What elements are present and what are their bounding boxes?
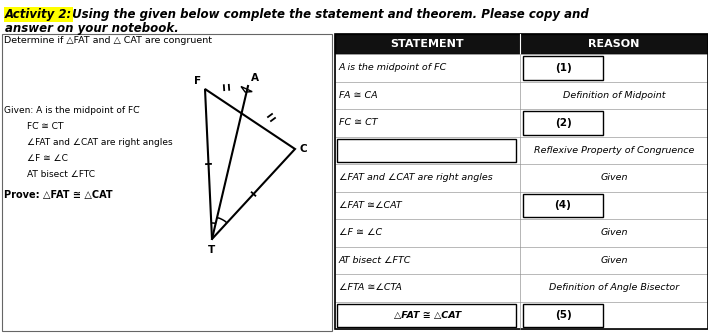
Bar <box>335 54 708 81</box>
Text: Reflexive Property of Congruence: Reflexive Property of Congruence <box>534 146 694 155</box>
Bar <box>335 34 708 54</box>
Text: (2): (2) <box>554 118 571 128</box>
Text: Activity 2:: Activity 2: <box>5 8 72 21</box>
Text: AT bisect ∠FTC: AT bisect ∠FTC <box>339 256 411 265</box>
Text: ∠F ≅ ∠C: ∠F ≅ ∠C <box>4 154 68 163</box>
Text: FA ≅ CA: FA ≅ CA <box>339 91 377 100</box>
Text: F: F <box>194 76 201 86</box>
Text: Definition of Angle Bisector: Definition of Angle Bisector <box>549 283 679 292</box>
Bar <box>335 109 708 137</box>
Bar <box>335 246 708 274</box>
Text: Definition of Midpoint: Definition of Midpoint <box>563 91 666 100</box>
Text: AT̅ bisect ∠FTC: AT̅ bisect ∠FTC <box>4 170 95 179</box>
Bar <box>523 304 603 327</box>
Text: (4): (4) <box>554 200 571 210</box>
Text: Using the given below complete the statement and theorem. Please copy and: Using the given below complete the state… <box>68 8 589 21</box>
Text: Given: Given <box>600 256 628 265</box>
Text: Prove: △FAT ≅ △CAT: Prove: △FAT ≅ △CAT <box>4 190 113 200</box>
Text: △FAT ≅ △CAT: △FAT ≅ △CAT <box>394 311 461 320</box>
Bar <box>523 56 603 79</box>
Text: ∠F ≅ ∠C: ∠F ≅ ∠C <box>339 228 382 237</box>
Text: Given: A is the midpoint of FC̅: Given: A is the midpoint of FC̅ <box>4 106 139 115</box>
Text: FC̅ ≅ CT̅: FC̅ ≅ CT̅ <box>4 122 63 131</box>
Text: ∠FAT ≅∠CAT: ∠FAT ≅∠CAT <box>339 201 401 210</box>
Text: C: C <box>299 144 307 154</box>
Bar <box>523 193 603 217</box>
Bar <box>335 302 708 329</box>
Text: (1): (1) <box>554 63 571 73</box>
Text: FC ≅ CT: FC ≅ CT <box>339 118 377 127</box>
Bar <box>335 164 708 191</box>
Bar <box>523 111 603 135</box>
Text: ∠FTA ≅∠CTA: ∠FTA ≅∠CTA <box>339 283 402 292</box>
Text: STATEMENT: STATEMENT <box>391 39 464 49</box>
Text: Given: Given <box>600 173 628 182</box>
Bar <box>2 34 332 331</box>
Text: A is the midpoint of FC: A is the midpoint of FC <box>339 63 447 72</box>
Bar <box>335 191 708 219</box>
Text: (5): (5) <box>554 310 571 320</box>
Bar <box>335 137 708 164</box>
Text: REASON: REASON <box>588 39 640 49</box>
Text: A: A <box>251 73 259 83</box>
Text: Given: Given <box>600 228 628 237</box>
Bar <box>337 304 516 327</box>
Bar <box>337 139 516 162</box>
Bar <box>335 219 708 246</box>
Text: ∠FAT and ∠CAT are right angles: ∠FAT and ∠CAT are right angles <box>4 138 173 147</box>
Text: Determine if △FAT and △ CAT are congruent: Determine if △FAT and △ CAT are congruen… <box>4 36 212 45</box>
Text: answer on your notebook.: answer on your notebook. <box>5 22 178 35</box>
Bar <box>335 274 708 302</box>
Bar <box>335 34 708 329</box>
Text: ∠FAT and ∠CAT are right angles: ∠FAT and ∠CAT are right angles <box>339 173 493 182</box>
Bar <box>335 81 708 109</box>
Text: T: T <box>208 245 216 255</box>
